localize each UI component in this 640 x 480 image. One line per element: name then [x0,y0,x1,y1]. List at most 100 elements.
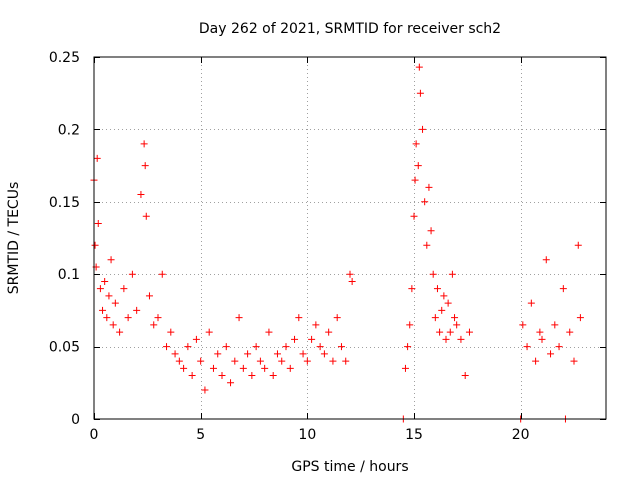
data-point-marker [425,183,433,191]
data-point-marker [448,270,456,278]
data-point-marker [184,343,192,351]
data-point-marker [453,321,461,329]
data-point-marker [192,335,200,343]
data-point-marker [542,256,550,264]
y-tick-label: 0.25 [49,50,80,66]
x-tick-label: 0 [90,427,99,443]
data-point-marker [576,314,584,322]
data-point-marker [308,335,316,343]
y-tick-label: 0 [71,412,80,428]
data-point-marker [312,321,320,329]
data-point-marker [444,299,452,307]
data-point-marker [94,220,102,228]
data-point-marker [142,212,150,220]
data-point-marker [103,314,111,322]
data-point-marker [342,357,350,365]
y-tick-label: 0.1 [58,267,80,283]
data-point-marker [231,357,239,365]
y-tick-label: 0.2 [58,122,80,138]
data-point-marker [295,314,303,322]
data-point-marker [416,89,424,97]
data-point-marker [124,314,132,322]
data-point-marker [451,314,459,322]
data-point-marker [436,328,444,336]
data-point-marker [433,285,441,293]
data-point-marker [401,364,409,372]
data-point-marker [431,314,439,322]
data-point-marker [536,328,544,336]
data-point-marker [421,198,429,206]
data-point-marker [337,343,345,351]
data-point-marker [235,314,243,322]
data-point-marker [538,335,546,343]
data-point-marker [406,321,414,329]
data-point-marker [218,372,226,380]
data-point-marker [440,292,448,300]
data-point-marker [133,306,141,314]
data-point-marker [457,335,465,343]
grid-lines [94,57,606,419]
chart-title: Day 262 of 2021, SRMTID for receiver sch… [199,21,501,37]
x-tick-label: 15 [405,427,423,443]
data-point-marker [446,328,454,336]
data-point-marker [180,364,188,372]
data-point-marker [120,285,128,293]
data-point-marker [278,357,286,365]
x-tick-label: 20 [512,427,530,443]
data-point-marker [566,328,574,336]
data-point-marker [414,162,422,170]
data-point-marker [329,357,337,365]
data-point-marker [519,321,527,329]
data-point-marker [137,191,145,199]
data-points [90,63,584,423]
data-point-marker [316,343,324,351]
data-point-marker [167,328,175,336]
y-tick-label: 0.15 [49,195,80,211]
data-point-marker [154,314,162,322]
data-point-marker [175,357,183,365]
data-point-marker [559,285,567,293]
y-axis-label: SRMTID / TECUs [6,182,22,295]
data-point-marker [551,321,559,329]
data-point-marker [291,335,299,343]
data-point-marker [325,328,333,336]
data-point-marker [333,314,341,322]
data-point-marker [201,386,209,394]
data-point-marker [527,299,535,307]
data-point-marker [442,335,450,343]
data-point-marker [286,364,294,372]
axis-ticks: 0 5 10 15 20 0 0.05 0.1 0.15 0.2 0.25 [49,50,606,443]
data-point-marker [547,350,555,358]
data-point-marker [282,343,290,351]
data-point-marker [116,328,124,336]
data-point-marker [205,328,213,336]
data-point-marker [411,176,419,184]
data-point-marker [419,125,427,133]
data-point-marker [299,350,307,358]
data-point-marker [244,350,252,358]
data-point-marker [239,364,247,372]
data-point-marker [574,241,582,249]
data-point-marker [248,372,256,380]
data-point-marker [429,270,437,278]
data-point-marker [105,292,113,300]
data-point-marker [214,350,222,358]
data-point-marker [197,357,205,365]
data-point-marker [555,343,563,351]
data-point-marker [348,277,356,285]
data-point-marker [404,343,412,351]
data-point-marker [158,270,166,278]
data-point-marker [128,270,136,278]
data-point-marker [140,140,148,148]
data-point-marker [261,364,269,372]
data-point-marker [346,270,354,278]
data-point-marker [188,372,196,380]
data-point-marker [227,379,235,387]
data-point-marker [99,306,107,314]
data-point-marker [423,241,431,249]
data-point-marker [107,256,115,264]
data-point-marker [410,212,418,220]
data-point-marker [150,321,158,329]
x-tick-label: 10 [298,427,316,443]
